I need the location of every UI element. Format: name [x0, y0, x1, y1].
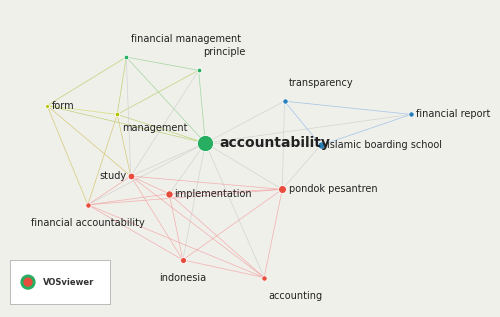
- Point: [43, 103, 51, 108]
- Point: [24, 280, 32, 285]
- Text: study: study: [99, 171, 126, 181]
- Text: management: management: [122, 123, 187, 133]
- Text: indonesia: indonesia: [159, 273, 206, 283]
- Point: [127, 174, 135, 179]
- Point: [280, 99, 288, 104]
- Text: VOSviewer: VOSviewer: [43, 278, 94, 287]
- Point: [24, 280, 32, 285]
- Text: financial management: financial management: [131, 34, 241, 44]
- Point: [260, 275, 268, 280]
- Text: accountability: accountability: [219, 136, 330, 150]
- Point: [316, 143, 324, 148]
- Text: implementation: implementation: [174, 189, 252, 199]
- Point: [113, 112, 121, 117]
- Point: [165, 191, 173, 196]
- Text: transparency: transparency: [289, 78, 354, 88]
- Text: accounting: accounting: [268, 291, 323, 301]
- Text: form: form: [52, 100, 74, 111]
- Point: [202, 140, 209, 146]
- Point: [122, 55, 130, 60]
- Text: pondok pesantren: pondok pesantren: [289, 184, 378, 194]
- Text: principle: principle: [203, 47, 246, 57]
- Text: financial accountability: financial accountability: [31, 218, 144, 228]
- Point: [194, 68, 202, 73]
- Point: [278, 187, 286, 192]
- Text: islamic boarding school: islamic boarding school: [328, 140, 442, 150]
- Point: [84, 202, 92, 207]
- Point: [407, 112, 415, 117]
- Point: [179, 257, 187, 262]
- Text: financial report: financial report: [416, 109, 490, 120]
